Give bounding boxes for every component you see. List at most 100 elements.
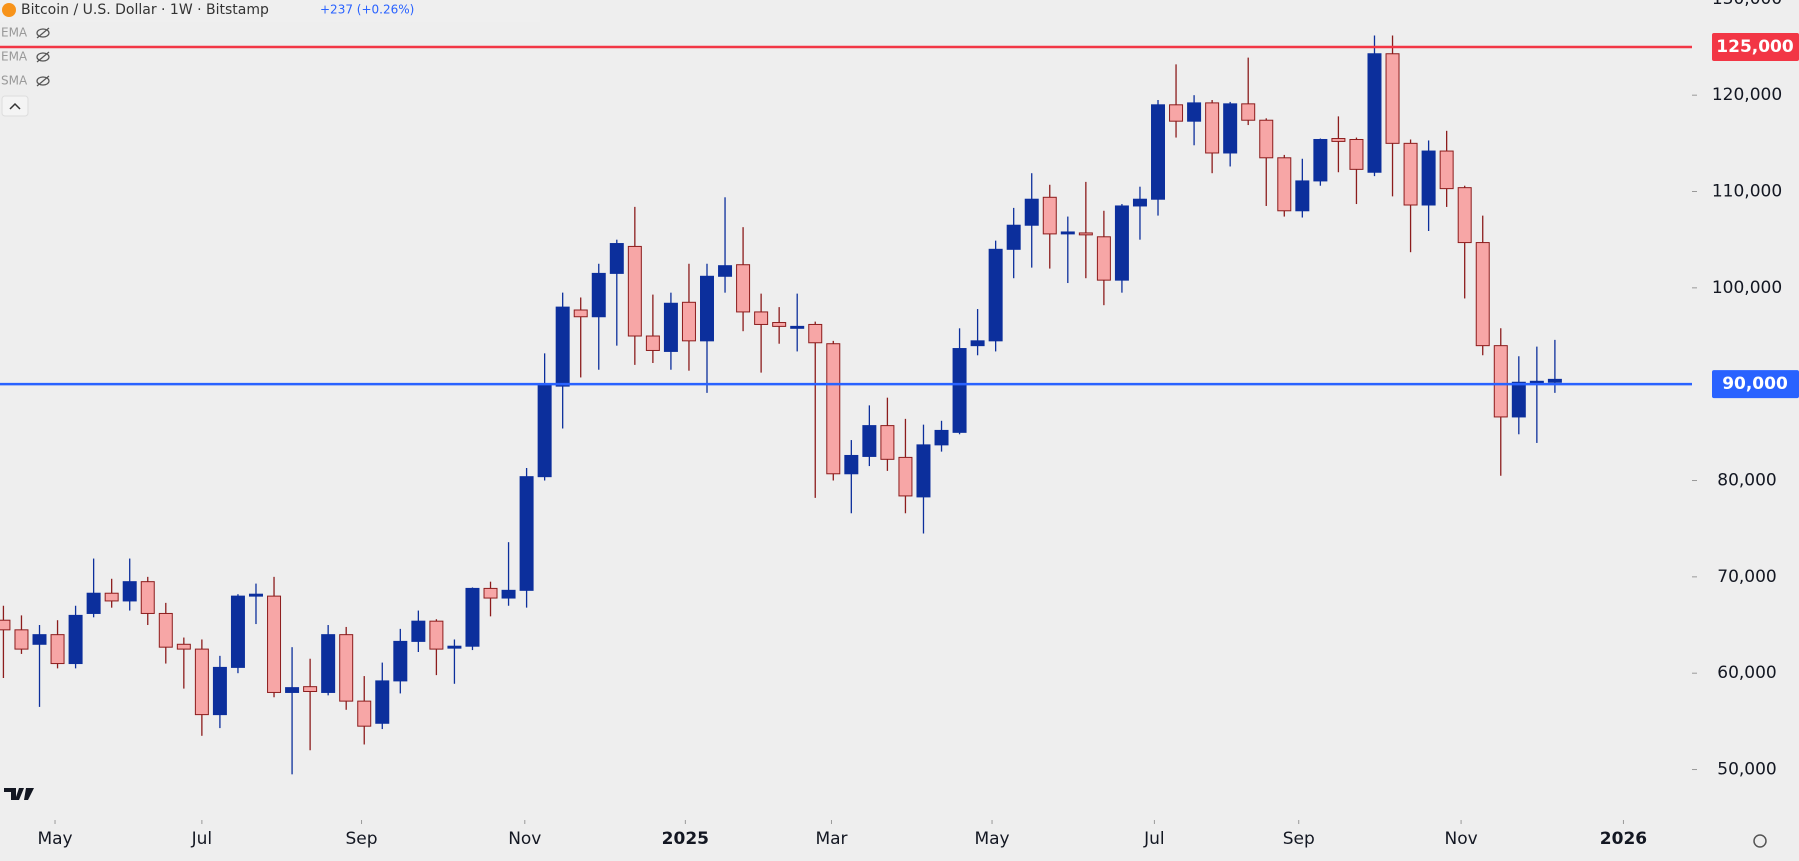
candle-body xyxy=(1421,150,1436,206)
candle-body xyxy=(86,592,101,614)
candle-body xyxy=(194,648,209,716)
candle-body xyxy=(104,592,119,602)
y-tick-label: 50,000 xyxy=(1717,760,1776,780)
candle-body xyxy=(934,429,949,446)
level-label: 125,000 xyxy=(1716,37,1794,57)
y-tick-label: 120,000 xyxy=(1712,85,1782,105)
candle-body xyxy=(501,589,516,599)
candle-body xyxy=(465,587,480,647)
candle-body xyxy=(32,634,47,645)
candle-body xyxy=(176,643,191,650)
candle-body xyxy=(555,306,570,387)
x-tick-label: May xyxy=(37,829,72,849)
candle-body xyxy=(429,620,444,650)
candle-body xyxy=(1006,224,1021,250)
candle-body xyxy=(1547,378,1562,383)
candle-body xyxy=(772,322,787,327)
candle-body xyxy=(970,340,985,347)
candle-body xyxy=(1187,102,1202,122)
candle-body xyxy=(1169,104,1184,122)
candle-body xyxy=(267,595,282,693)
indicator[interactable]: EMA xyxy=(1,26,28,40)
candle-body xyxy=(357,700,372,727)
level-label: 90,000 xyxy=(1722,374,1788,394)
indicator[interactable]: SMA xyxy=(1,74,28,88)
eye-icons[interactable] xyxy=(36,27,50,87)
candle-body xyxy=(609,243,624,274)
candle-body xyxy=(1457,187,1472,244)
y-tick-label: 80,000 xyxy=(1717,471,1776,491)
y-tick-label: 100,000 xyxy=(1712,278,1782,298)
candle-body xyxy=(248,593,263,597)
x-tick-label: Sep xyxy=(346,829,378,849)
y-tick-label: 130,000 xyxy=(1712,0,1782,9)
candle-body xyxy=(880,425,895,460)
collapse-button[interactable] xyxy=(1,95,29,117)
candle-body xyxy=(1349,138,1364,170)
candle-body xyxy=(483,587,498,599)
header-bg xyxy=(0,0,540,22)
candle-body xyxy=(808,323,823,344)
price-change: +237 (+0.26%) xyxy=(320,3,414,17)
candle-body xyxy=(1096,236,1111,281)
candle-body xyxy=(303,686,318,692)
level-tag xyxy=(1712,370,1799,399)
candle-body xyxy=(591,272,606,318)
coin-icon xyxy=(2,3,16,17)
candle-body xyxy=(1078,232,1093,236)
candle-body xyxy=(411,620,426,642)
candle-body xyxy=(1205,102,1220,154)
y-tick-label: 70,000 xyxy=(1717,567,1776,587)
y-tick-label: 110,000 xyxy=(1712,182,1782,202)
candle-body xyxy=(1331,138,1346,142)
x-tick-label: Jul xyxy=(1143,829,1165,849)
settings-icon[interactable] xyxy=(1753,834,1767,848)
candle-body xyxy=(14,629,29,650)
candle-body xyxy=(627,245,642,337)
candle-body xyxy=(68,614,83,665)
candle-body xyxy=(573,309,588,318)
candle-body xyxy=(1042,196,1057,235)
candle-body xyxy=(790,325,805,329)
candle-body xyxy=(339,634,354,702)
candle-body xyxy=(718,265,733,277)
candle-body xyxy=(1151,104,1166,200)
candle-body xyxy=(1439,150,1454,190)
candle-body xyxy=(1295,180,1310,212)
candle-body xyxy=(230,595,245,668)
candle-body xyxy=(321,634,336,693)
candle-body xyxy=(844,454,859,475)
x-tick-label: 2025 xyxy=(662,829,709,849)
candle-body xyxy=(1024,198,1039,226)
candle-body xyxy=(988,248,1003,342)
collapse-icon xyxy=(9,102,21,110)
candle-body xyxy=(736,264,751,313)
candle-body xyxy=(1529,380,1544,384)
candle-body xyxy=(285,687,300,693)
candle-body xyxy=(158,612,173,648)
candle-body xyxy=(1259,119,1274,159)
indicator[interactable]: EMA xyxy=(1,50,28,64)
y-tick-label: 60,000 xyxy=(1717,663,1776,683)
candle-body xyxy=(1132,198,1147,207)
candle-body xyxy=(122,581,137,602)
candle-body xyxy=(1385,53,1400,144)
candle-body xyxy=(952,348,967,433)
candle-body xyxy=(1475,242,1490,347)
candle-body xyxy=(1241,103,1256,121)
candle-body xyxy=(375,680,390,724)
level-tag xyxy=(1712,33,1799,62)
candle-body xyxy=(519,476,534,591)
candle-body xyxy=(826,343,841,475)
candle-body xyxy=(1313,138,1328,182)
x-tick-label: 2026 xyxy=(1600,829,1647,849)
logo xyxy=(4,788,34,800)
candle-body xyxy=(1114,205,1129,281)
x-tick-label: May xyxy=(974,829,1009,849)
candle-body xyxy=(1277,157,1292,212)
chart-title: Bitcoin / U.S. Dollar · 1W · Bitstamp xyxy=(21,2,269,18)
x-tick-label: Nov xyxy=(1444,829,1477,849)
candle-body xyxy=(1367,53,1382,173)
